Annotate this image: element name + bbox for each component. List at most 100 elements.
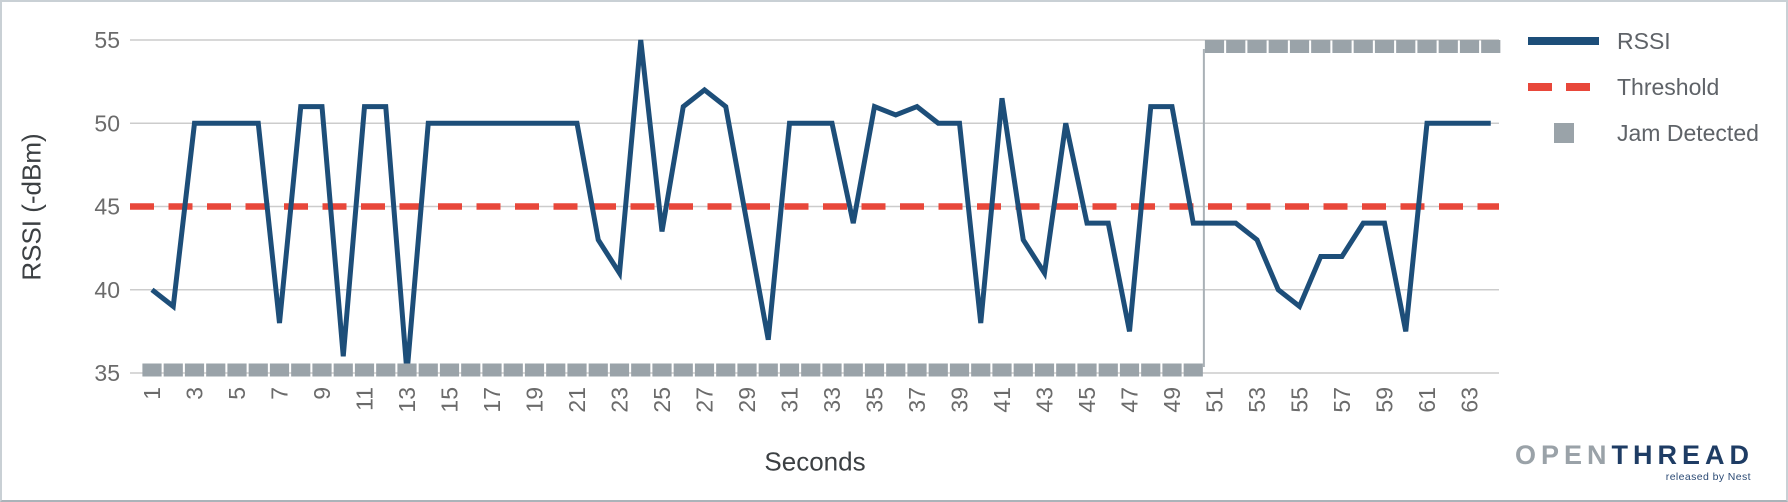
legend-label-threshold: Threshold bbox=[1617, 73, 1720, 100]
jam-marker bbox=[354, 363, 375, 377]
x-tick-label-31: 31 bbox=[777, 387, 803, 413]
jam-marker bbox=[1459, 40, 1480, 53]
x-tick-label-55: 55 bbox=[1287, 387, 1313, 413]
legend-item-rssi: RSSI bbox=[1528, 18, 1778, 64]
jam-marker bbox=[333, 363, 353, 377]
x-tick-label-39: 39 bbox=[947, 387, 973, 413]
jam-marker bbox=[567, 363, 587, 377]
jam-marker bbox=[1034, 363, 1055, 377]
jam-marker bbox=[461, 363, 481, 377]
x-tick-label-57: 57 bbox=[1329, 387, 1355, 413]
x-tick-label-11: 11 bbox=[352, 387, 378, 411]
jam-marker bbox=[652, 363, 672, 377]
jam-marker bbox=[801, 363, 821, 377]
x-tick-label-13: 13 bbox=[394, 387, 420, 413]
legend-label-rssi: RSSI bbox=[1617, 27, 1671, 54]
x-tick-label-23: 23 bbox=[607, 387, 633, 413]
x-tick-label-3: 3 bbox=[182, 387, 208, 400]
jam-marker bbox=[1332, 40, 1352, 53]
jam-marker bbox=[886, 363, 906, 377]
jam-marker bbox=[758, 363, 778, 377]
jam-marker bbox=[1098, 363, 1118, 377]
jam-marker bbox=[1204, 40, 1225, 53]
jam-marker bbox=[439, 363, 460, 377]
x-tick-label-17: 17 bbox=[479, 387, 505, 413]
x-tick-label-47: 47 bbox=[1117, 387, 1143, 413]
logo-thread-text: THREAD bbox=[1611, 440, 1754, 470]
jam-marker bbox=[269, 363, 290, 377]
x-tick-label-1: 1 bbox=[139, 387, 165, 400]
jam-marker bbox=[694, 363, 715, 377]
jam-marker bbox=[1056, 363, 1076, 377]
jam-marker bbox=[1119, 363, 1140, 377]
jam-marker bbox=[992, 363, 1012, 377]
x-tick-label-35: 35 bbox=[862, 387, 888, 413]
jam-marker bbox=[1013, 363, 1033, 377]
jam-marker bbox=[1438, 40, 1458, 53]
openthread-wordmark: OPENTHREAD bbox=[1515, 442, 1754, 469]
x-axis-title: Seconds bbox=[764, 446, 866, 477]
x-tick-label-27: 27 bbox=[692, 387, 718, 413]
y-tick-label-35: 35 bbox=[94, 360, 120, 386]
x-tick-label-61: 61 bbox=[1414, 387, 1440, 413]
y-tick-label-45: 45 bbox=[94, 194, 120, 220]
jam-marker bbox=[248, 363, 268, 377]
jam-marker bbox=[142, 363, 162, 377]
jam-marker bbox=[397, 363, 417, 377]
x-tick-label-7: 7 bbox=[267, 387, 293, 400]
jam-marker bbox=[1311, 40, 1331, 53]
x-tick-label-41: 41 bbox=[989, 387, 1015, 413]
jam-marker bbox=[779, 363, 800, 377]
x-tick-label-21: 21 bbox=[564, 387, 590, 413]
jam-marker bbox=[631, 363, 651, 377]
openthread-logo: OPENTHREAD released by Nest bbox=[1515, 442, 1754, 483]
jam-marker bbox=[1077, 363, 1097, 377]
x-tick-label-43: 43 bbox=[1032, 387, 1058, 413]
jam-marker bbox=[184, 363, 205, 377]
jam-marker bbox=[1417, 40, 1437, 53]
jam-marker bbox=[1268, 40, 1288, 53]
jam-marker bbox=[822, 363, 842, 377]
jam-marker bbox=[1481, 40, 1501, 53]
jam-marker bbox=[737, 363, 757, 377]
rssi-line-swatch-icon bbox=[1528, 37, 1599, 45]
jam-marker bbox=[1353, 40, 1373, 53]
jam-marker bbox=[864, 363, 885, 377]
jam-marker bbox=[524, 363, 545, 377]
jam-marker bbox=[588, 363, 608, 377]
x-tick-label-9: 9 bbox=[309, 387, 335, 400]
jam-marker bbox=[418, 363, 438, 377]
jam-marker bbox=[1183, 363, 1203, 377]
jam-marker bbox=[1162, 363, 1182, 377]
legend-item-threshold: Threshold bbox=[1528, 64, 1778, 110]
jam-marker bbox=[949, 363, 970, 377]
x-tick-label-45: 45 bbox=[1074, 387, 1100, 413]
jam-marker bbox=[843, 363, 863, 377]
y-tick-label-40: 40 bbox=[94, 277, 120, 303]
legend-label-jam-detected: Jam Detected bbox=[1617, 119, 1759, 146]
jam-marker bbox=[503, 363, 523, 377]
jam-marker bbox=[1141, 363, 1161, 377]
jam-marker bbox=[376, 363, 396, 377]
jam-marker bbox=[546, 363, 566, 377]
x-tick-label-5: 5 bbox=[224, 387, 250, 400]
chart-legend: RSSI Threshold Jam Detected bbox=[1528, 18, 1778, 156]
x-tick-label-53: 53 bbox=[1244, 387, 1270, 413]
rssi-line bbox=[150, 39, 1491, 374]
x-tick-label-59: 59 bbox=[1372, 387, 1398, 413]
jam-marker bbox=[291, 363, 311, 377]
jam-marker bbox=[673, 363, 693, 377]
x-tick-label-51: 51 bbox=[1202, 387, 1228, 413]
jam-marker bbox=[1289, 40, 1310, 53]
jam-marker bbox=[928, 363, 948, 377]
x-tick-label-33: 33 bbox=[819, 387, 845, 413]
jam-marker bbox=[1396, 40, 1416, 53]
x-tick-label-49: 49 bbox=[1159, 387, 1185, 413]
jam-marker bbox=[907, 363, 927, 377]
y-tick-label-50: 50 bbox=[94, 110, 120, 136]
logo-tagline: released by Nest bbox=[1665, 471, 1751, 483]
x-tick-label-29: 29 bbox=[734, 387, 760, 413]
jam-marker bbox=[312, 363, 332, 377]
threshold-dash-swatch-icon bbox=[1528, 83, 1599, 91]
